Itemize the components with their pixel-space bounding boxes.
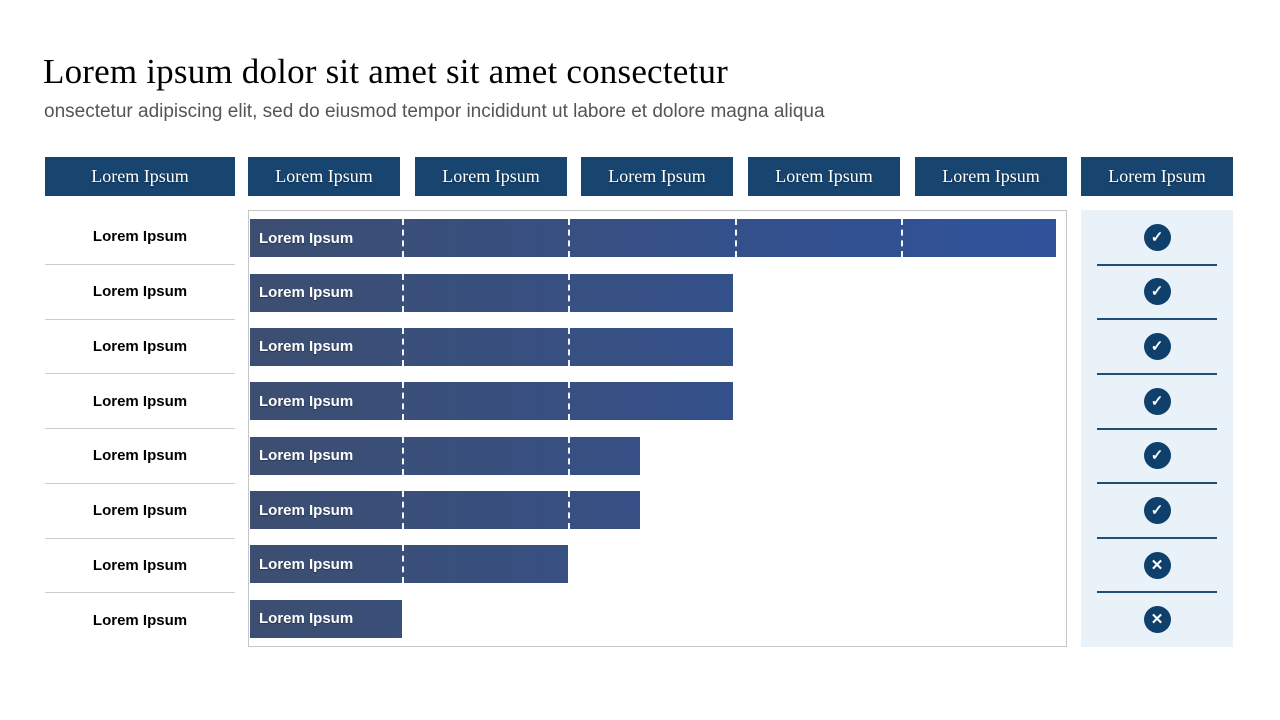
segment-divider-icon <box>735 219 737 258</box>
bar: Lorem Ipsum <box>250 219 1056 258</box>
row-label: Lorem Ipsum <box>45 429 235 484</box>
check-icon[interactable]: ✓ <box>1143 496 1171 524</box>
segment-divider-icon <box>568 219 570 258</box>
segment-divider-icon <box>568 327 570 366</box>
category-labels-column: Lorem Ipsum Lorem Ipsum Lorem Ipsum Lorem I… <box>45 210 235 647</box>
row-label: Lorem Ipsum <box>45 265 235 320</box>
row-label: Lorem Ipsum <box>45 539 235 594</box>
segment-divider-icon <box>402 382 404 421</box>
check-icon[interactable]: ✓ <box>1143 387 1171 415</box>
bar-row: Lorem Ipsum <box>250 592 1066 646</box>
segment-divider-icon <box>901 219 903 258</box>
bar-label: Lorem Ipsum <box>259 447 354 465</box>
status-cell: ✕ <box>1081 538 1233 593</box>
status-cell: ✓ <box>1081 210 1233 266</box>
bar: Lorem Ipsum <box>250 382 733 421</box>
segment-divider-icon <box>402 436 404 475</box>
bar: Lorem Ipsum <box>250 327 733 366</box>
header-button-5[interactable]: Lorem Ipsum <box>748 157 900 196</box>
status-cell: ✓ <box>1081 374 1233 430</box>
bar-label: Lorem Ipsum <box>259 229 354 247</box>
row-label: Lorem Ipsum <box>45 484 235 539</box>
header-button-3[interactable]: Lorem Ipsum <box>415 157 567 196</box>
header-button-1[interactable]: Lorem Ipsum <box>45 157 235 196</box>
check-icon[interactable]: ✓ <box>1143 278 1171 306</box>
status-cell: ✓ <box>1081 319 1233 375</box>
bar-label: Lorem Ipsum <box>259 501 354 519</box>
segment-divider-icon <box>402 219 404 258</box>
segment-divider-icon <box>402 491 404 530</box>
segment-divider-icon <box>568 491 570 530</box>
status-cell: ✓ <box>1081 483 1233 539</box>
status-column: ✓ ✓ ✓ ✓ ✓ ✓ ✕ ✕ <box>1081 210 1233 647</box>
segment-divider-icon <box>568 273 570 312</box>
row-label: Lorem Ipsum <box>45 320 235 375</box>
header-button-6[interactable]: Lorem Ipsum <box>915 157 1067 196</box>
bar-row: Lorem Ipsum <box>250 537 1066 591</box>
status-cell: ✕ <box>1081 592 1233 647</box>
bar: Lorem Ipsum <box>250 545 568 584</box>
check-icon[interactable]: ✓ <box>1143 442 1171 470</box>
status-cell: ✓ <box>1081 265 1233 320</box>
status-cell: ✓ <box>1081 429 1233 484</box>
segment-divider-icon <box>568 436 570 475</box>
header-button-4[interactable]: Lorem Ipsum <box>581 157 733 196</box>
row-label: Lorem Ipsum <box>45 210 235 265</box>
bar-chart: Lorem Ipsum Lorem Ipsum Lorem Ipsum Lorem I… <box>248 210 1067 647</box>
segment-divider-icon <box>402 545 404 584</box>
bar-row: Lorem Ipsum <box>250 429 1066 483</box>
segment-divider-icon <box>402 273 404 312</box>
bar: Lorem Ipsum <box>250 599 402 638</box>
bar-row: Lorem Ipsum <box>250 374 1066 428</box>
bar-label: Lorem Ipsum <box>259 555 354 573</box>
check-icon[interactable]: ✓ <box>1143 223 1171 251</box>
bar-row: Lorem Ipsum <box>250 483 1066 537</box>
row-label: Lorem Ipsum <box>45 374 235 429</box>
bar-label: Lorem Ipsum <box>259 284 354 302</box>
bar-label: Lorem Ipsum <box>259 610 354 628</box>
bar: Lorem Ipsum <box>250 273 733 312</box>
segment-divider-icon <box>402 327 404 366</box>
cross-icon[interactable]: ✕ <box>1143 606 1171 634</box>
bar-row: Lorem Ipsum <box>250 211 1066 265</box>
cross-icon[interactable]: ✕ <box>1143 551 1171 579</box>
bar-label: Lorem Ipsum <box>259 392 354 410</box>
bar-row: Lorem Ipsum <box>250 320 1066 374</box>
header-button-7[interactable]: Lorem Ipsum <box>1081 157 1233 196</box>
bar-label: Lorem Ipsum <box>259 338 354 356</box>
bar: Lorem Ipsum <box>250 491 640 530</box>
check-icon[interactable]: ✓ <box>1143 333 1171 361</box>
header-button-2[interactable]: Lorem Ipsum <box>248 157 400 196</box>
page-title: Lorem ipsum dolor sit amet sit amet cons… <box>43 52 728 91</box>
segment-divider-icon <box>568 382 570 421</box>
bar: Lorem Ipsum <box>250 436 640 475</box>
row-label: Lorem Ipsum <box>92 611 188 629</box>
page-subtitle: onsectetur adipiscing elit, sed do eiusm… <box>44 101 825 122</box>
bar-row: Lorem Ipsum <box>250 265 1066 319</box>
